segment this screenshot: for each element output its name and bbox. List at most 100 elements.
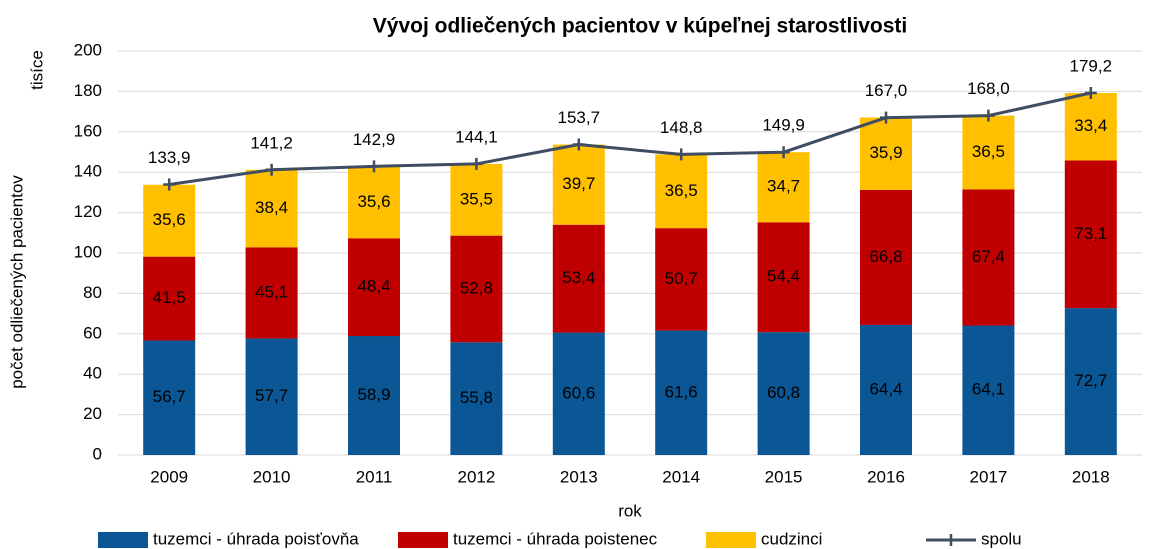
data-label: 35,9 [869, 143, 902, 162]
y-tick-label: 40 [83, 364, 102, 383]
data-label: 55,8 [460, 388, 493, 407]
line-marker [675, 148, 688, 161]
data-label: 41,5 [153, 288, 186, 307]
x-tick-label: 2011 [356, 467, 393, 486]
x-tick-label: 2014 [662, 467, 700, 486]
data-label: 33,4 [1074, 116, 1107, 135]
data-label: 141,2 [250, 133, 293, 152]
y-tick-label: 140 [74, 162, 102, 181]
data-label: 45,1 [255, 282, 288, 301]
y-unit: tisíce [27, 50, 46, 90]
y-tick-label: 100 [74, 242, 102, 261]
y-tick-label: 60 [83, 323, 102, 342]
bar-segment [757, 332, 810, 455]
bar-segment [245, 338, 298, 455]
legend-label: tuzemci - úhrada poisťovňa [153, 529, 359, 548]
bar-segment [143, 256, 196, 341]
bar-segment [860, 117, 912, 190]
y-axis-label: počet odliečených pacientov [7, 175, 26, 389]
data-label: 64,4 [869, 379, 902, 398]
data-label: 54,4 [767, 267, 800, 286]
y-tick-label: 0 [93, 444, 102, 463]
x-tick-label: 2012 [457, 467, 495, 486]
data-label: 167,0 [865, 81, 908, 100]
bar-segment [1064, 93, 1117, 161]
x-tick-label: 2015 [765, 467, 803, 486]
data-label: 52,8 [460, 278, 493, 297]
legend-swatch [706, 532, 756, 548]
data-label: 73,1 [1074, 224, 1107, 243]
bar-segment [245, 247, 298, 339]
bar-segment [962, 189, 1015, 326]
legend-swatch [98, 532, 148, 548]
bar-segment [655, 154, 708, 229]
legend-swatch [398, 532, 448, 548]
legend-label: tuzemci - úhrada poistenec [453, 529, 658, 548]
bar-segment [348, 336, 400, 455]
bar-segment [450, 342, 503, 455]
data-label: 48,4 [357, 277, 390, 296]
data-label: 57,7 [255, 386, 288, 405]
data-label: 66,8 [869, 247, 902, 266]
x-tick-label: 2013 [560, 467, 598, 486]
data-label: 61,6 [665, 382, 698, 401]
y-tick-label: 200 [74, 40, 102, 59]
data-label: 36,5 [665, 181, 698, 200]
chart-title: Vývoj odliečených pacientov v kúpeľnej s… [373, 15, 907, 38]
bar-segment [757, 222, 810, 333]
data-label: 60,6 [562, 383, 595, 402]
bar-segment [450, 163, 503, 236]
data-label: 35,6 [357, 192, 390, 211]
x-tick-label: 2010 [253, 467, 291, 486]
bar-segment [143, 184, 196, 257]
bar-segment [860, 189, 912, 325]
bar-segment [655, 228, 708, 331]
data-label: 35,5 [460, 189, 493, 208]
bar-segment [348, 238, 400, 337]
data-label: 60,8 [767, 383, 800, 402]
y-tick-label: 160 [74, 121, 102, 140]
x-tick-label: 2018 [1072, 467, 1110, 486]
y-tick-label: 120 [74, 202, 102, 221]
bar-segment [860, 324, 912, 455]
x-tick-label: 2017 [969, 467, 1007, 486]
line-marker [265, 163, 278, 176]
bar-segment [552, 332, 605, 455]
data-label: 133,9 [148, 148, 191, 167]
legend-label: spolu [981, 529, 1022, 548]
data-label: 38,4 [255, 198, 288, 217]
line-marker [982, 109, 995, 122]
line [168, 91, 1092, 187]
data-label: 39,7 [562, 174, 595, 193]
data-label: 36,5 [972, 142, 1005, 161]
bar-segment [757, 152, 810, 223]
data-label: 34,7 [767, 177, 800, 196]
line-marker [163, 178, 176, 191]
data-label: 142,9 [353, 130, 396, 149]
bar-segment [552, 144, 605, 225]
bar-segment [1064, 160, 1117, 309]
line-marker [572, 138, 585, 151]
x-axis-label: rok [618, 501, 642, 520]
legend-label: cudzinci [761, 529, 822, 548]
x-tick-label: 2009 [150, 467, 188, 486]
data-label: 144,1 [455, 127, 498, 146]
data-label: 179,2 [1070, 57, 1113, 76]
x-tick-label: 2016 [867, 467, 905, 486]
bar-segment [552, 224, 605, 333]
data-label: 50,7 [665, 269, 698, 288]
data-label: 148,8 [660, 118, 703, 137]
data-label: 67,4 [972, 247, 1005, 266]
bar-segment [348, 166, 400, 239]
y-tick-label: 80 [83, 283, 102, 302]
bar-segment [962, 325, 1015, 455]
line-marker [470, 157, 483, 170]
data-label: 35,6 [153, 210, 186, 229]
data-label: 58,9 [357, 385, 390, 404]
line-marker [777, 146, 790, 159]
bar-segment [962, 115, 1015, 190]
data-label: 72,7 [1074, 371, 1107, 390]
bar-segment [655, 330, 708, 455]
y-tick-label: 20 [83, 404, 102, 423]
